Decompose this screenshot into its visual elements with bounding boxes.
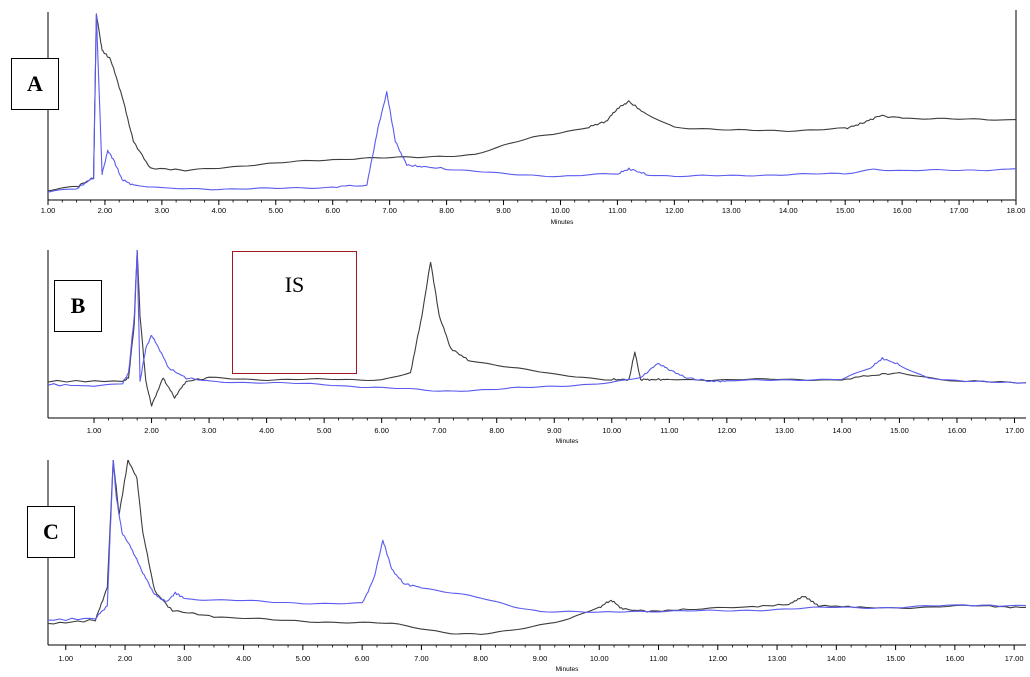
x-tick-label: 7.00 bbox=[382, 206, 397, 215]
x-tick-label: 8.00 bbox=[473, 654, 488, 663]
x-tick-label: 5.00 bbox=[317, 426, 332, 435]
x-tick-label: 14.00 bbox=[779, 206, 798, 215]
x-tick-label: 1.00 bbox=[41, 206, 56, 215]
x-tick-label: 17.00 bbox=[1005, 654, 1024, 663]
x-tick-label: 1.00 bbox=[58, 654, 73, 663]
series-line-dark bbox=[48, 250, 1026, 407]
series-line-blue bbox=[48, 460, 1026, 622]
x-tick-label: 12.00 bbox=[708, 654, 727, 663]
x-tick-label: 12.00 bbox=[665, 206, 684, 215]
x-tick-label: 2.00 bbox=[118, 654, 133, 663]
x-tick-label: 10.00 bbox=[602, 426, 621, 435]
internal-standard-box: IS bbox=[232, 251, 357, 374]
x-tick-label: 3.00 bbox=[202, 426, 217, 435]
x-tick-label: 4.00 bbox=[259, 426, 274, 435]
x-tick-label: 9.00 bbox=[496, 206, 511, 215]
x-tick-label: 11.00 bbox=[660, 426, 678, 435]
x-tick-label: 3.00 bbox=[155, 206, 170, 215]
series-line-blue bbox=[48, 13, 1016, 193]
x-tick-label: 8.00 bbox=[489, 426, 504, 435]
chart-panel-a: 1.00 2.00 3.00 4.00 5.00 6.00 7.00 8.00 9.00 10.0… bbox=[41, 10, 1026, 226]
series-line-blue bbox=[48, 250, 1026, 392]
series-group bbox=[48, 13, 1016, 193]
x-tick-label: 15.00 bbox=[890, 426, 909, 435]
series-group bbox=[48, 460, 1026, 635]
x-tick-label: 4.00 bbox=[212, 206, 227, 215]
x-tick-label: 3.00 bbox=[177, 654, 192, 663]
x-tick-label: 16.00 bbox=[945, 654, 964, 663]
x-tick-label: 16.00 bbox=[893, 206, 912, 215]
x-tick-label: 4.00 bbox=[236, 654, 251, 663]
panel-label-a: A bbox=[11, 58, 59, 110]
x-tick-label: 6.00 bbox=[325, 206, 340, 215]
x-tick-label: 14.00 bbox=[827, 654, 846, 663]
x-tick-label: 5.00 bbox=[268, 206, 283, 215]
x-tick-label: 10.00 bbox=[551, 206, 570, 215]
series-line-dark bbox=[48, 13, 1016, 192]
internal-standard-label: IS bbox=[284, 272, 305, 297]
x-tick-label: 12.00 bbox=[717, 426, 736, 435]
x-tick-label: 8.00 bbox=[439, 206, 454, 215]
x-tick-label: 13.00 bbox=[768, 654, 787, 663]
x-tick-label: 7.00 bbox=[432, 426, 447, 435]
x-tick-label: 16.00 bbox=[948, 426, 967, 435]
x-tick-label: 1.00 bbox=[87, 426, 102, 435]
x-tick-label: 13.00 bbox=[775, 426, 794, 435]
x-tick-label: 9.00 bbox=[547, 426, 562, 435]
panel-label-b: B bbox=[54, 280, 102, 332]
panel-label-c: C bbox=[27, 506, 75, 558]
series-group bbox=[48, 250, 1026, 407]
series-line-dark bbox=[48, 460, 1026, 635]
x-tick-label: 2.00 bbox=[144, 426, 159, 435]
x-tick-label: 13.00 bbox=[722, 206, 741, 215]
x-tick-label: 11.00 bbox=[649, 654, 667, 663]
x-tick-label: 18.00 bbox=[1007, 206, 1026, 215]
x-tick-label: 17.00 bbox=[1005, 426, 1024, 435]
x-tick-label: 15.00 bbox=[886, 654, 905, 663]
x-tick-label: 11.00 bbox=[608, 206, 626, 215]
x-tick-label: 14.00 bbox=[833, 426, 852, 435]
x-axis-label: Minutes bbox=[551, 219, 575, 226]
x-axis-label: Minutes bbox=[556, 666, 580, 672]
x-tick-label: 6.00 bbox=[374, 426, 389, 435]
x-tick-label: 9.00 bbox=[533, 654, 548, 663]
x-tick-label: 6.00 bbox=[355, 654, 370, 663]
x-tick-label: 17.00 bbox=[950, 206, 969, 215]
x-tick-label: 10.00 bbox=[590, 654, 609, 663]
chart-panel-b: 1.00 2.00 3.00 4.00 5.00 6.00 7.00 8.00 9.00 10.0… bbox=[47, 250, 1026, 445]
x-tick-label: 7.00 bbox=[414, 654, 429, 663]
x-tick-label: 2.00 bbox=[98, 206, 113, 215]
chart-panel-c: 1.00 2.00 3.00 4.00 5.00 6.00 7.00 8.00 9.00 10.0… bbox=[47, 460, 1026, 673]
x-tick-label: 15.00 bbox=[836, 206, 855, 215]
x-tick-label: 5.00 bbox=[296, 654, 311, 663]
x-axis-label: Minutes bbox=[556, 438, 580, 445]
